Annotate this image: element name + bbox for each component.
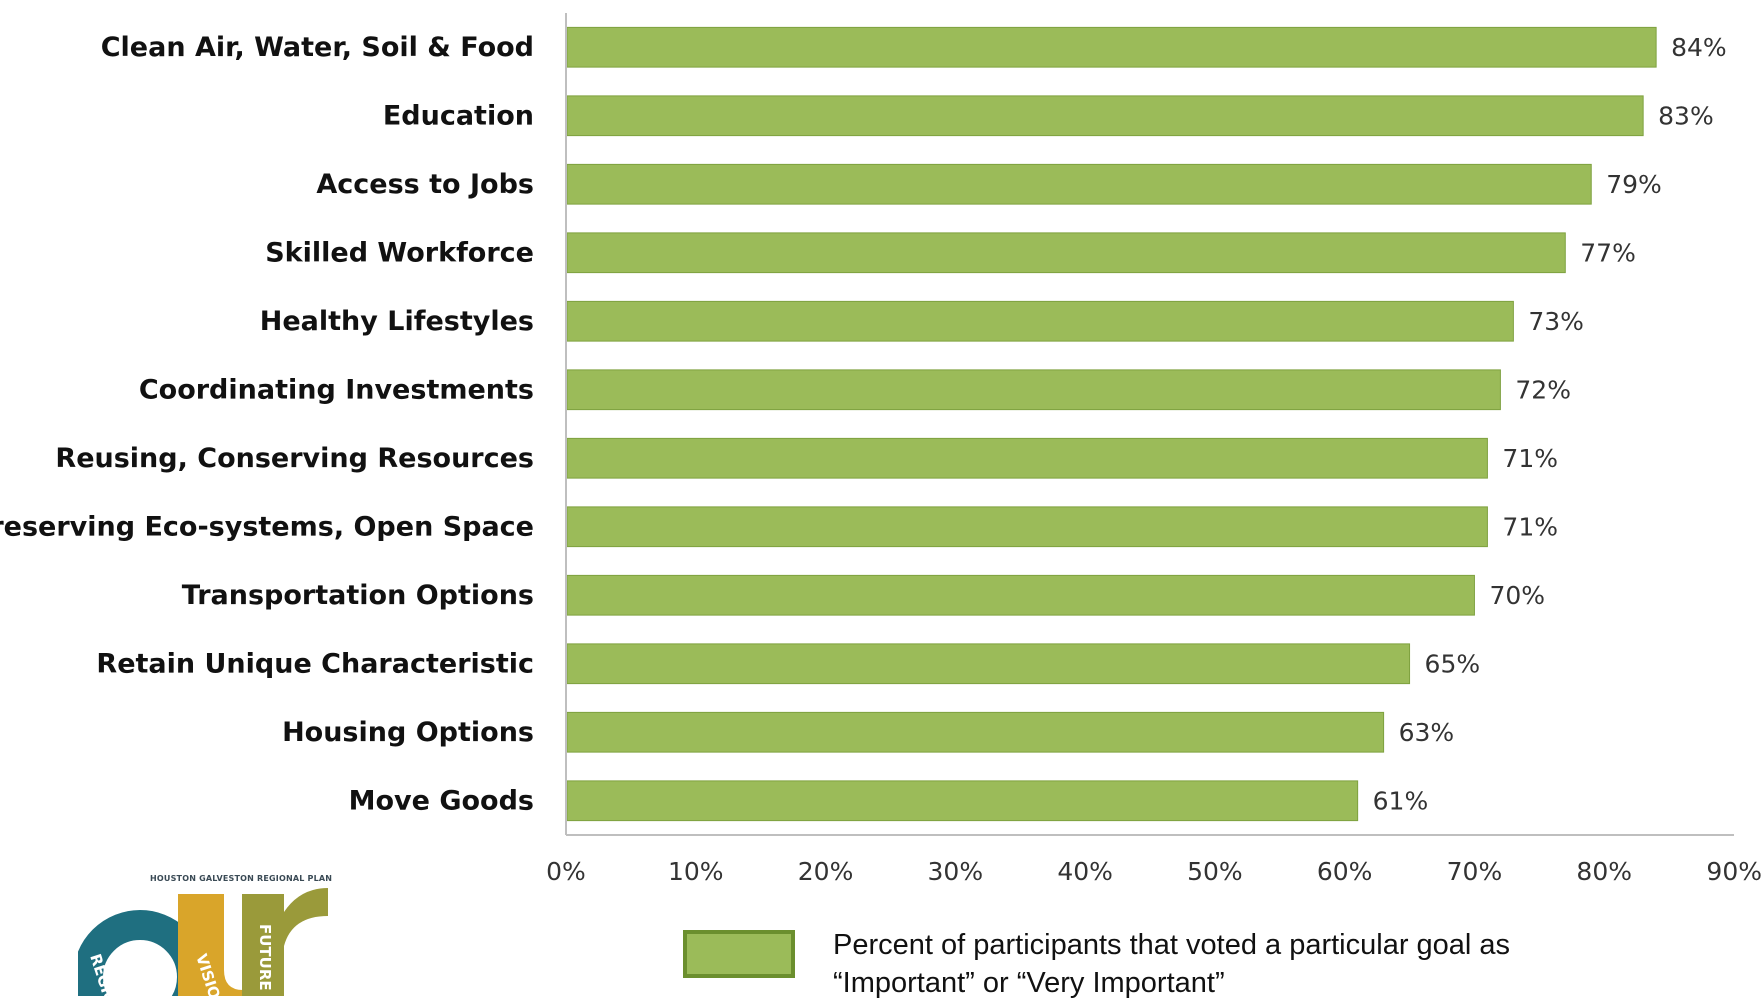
x-tick-labels: 0% 10% 20% 30% 40% 50% 60% 70% 80% 90% [546, 857, 1762, 886]
value-label: 63% [1399, 718, 1455, 747]
category-label: Transportation Options [182, 580, 534, 611]
x-tick-label: 70% [1447, 857, 1503, 886]
logo-graphic: REGION VISION FUTURE [78, 888, 328, 996]
category-label: Housing Options [282, 717, 534, 748]
x-tick-label: 60% [1317, 857, 1373, 886]
x-tick-label: 90% [1706, 857, 1762, 886]
value-label: 72% [1515, 375, 1571, 404]
legend: Percent of participants that voted a par… [683, 926, 1683, 999]
bar [566, 163, 1592, 205]
logo-r-shape [242, 888, 328, 996]
x-tick-label: 20% [798, 857, 854, 886]
bar [566, 95, 1644, 137]
value-label: 65% [1425, 649, 1481, 678]
bar-chart: Clean Air, Water, Soil & Food Education Ac… [0, 13, 1762, 886]
category-label: Move Goods [349, 785, 534, 816]
bar [566, 711, 1385, 753]
value-label: 70% [1489, 581, 1545, 610]
bar [566, 643, 1411, 685]
value-label: 61% [1373, 786, 1429, 815]
bar [566, 300, 1514, 342]
legend-text-line-2: “Important” or “Very Important” [833, 967, 1225, 999]
x-tick-label: 40% [1057, 857, 1113, 886]
bar [566, 369, 1501, 411]
category-label: Healthy Lifestyles [260, 306, 534, 337]
value-label: 79% [1606, 170, 1662, 199]
value-label: 84% [1671, 33, 1727, 62]
value-label: 71% [1502, 512, 1558, 541]
category-label: Coordinating Investments [139, 374, 534, 405]
bar [566, 506, 1488, 548]
x-tick-label: 80% [1576, 857, 1632, 886]
category-label: Skilled Workforce [265, 237, 534, 268]
value-labels: 84% 83% 79% 77% 73% 72% 71% 71% 70% 65% 63% 61% [1373, 33, 1727, 816]
bar [566, 232, 1566, 274]
bars-group [566, 26, 1657, 822]
legend-swatch [683, 930, 795, 978]
bar [566, 437, 1488, 479]
value-label: 71% [1502, 444, 1558, 473]
x-tick-label: 0% [546, 857, 586, 886]
x-tick-label: 30% [928, 857, 984, 886]
category-label: Preserving Eco-systems, Open Space [0, 511, 534, 542]
logo-word-future: FUTURE [256, 924, 274, 991]
category-label: Clean Air, Water, Soil & Food [101, 32, 534, 63]
category-label: Education [383, 100, 534, 131]
value-label: 83% [1658, 101, 1714, 130]
category-label: Retain Unique Characteristic [96, 648, 534, 679]
category-label: Access to Jobs [316, 169, 534, 200]
bar [566, 780, 1359, 822]
bar [566, 26, 1657, 68]
category-label: Reusing, Conserving Resources [55, 443, 534, 474]
legend-text-line-1: Percent of participants that voted a par… [833, 929, 1511, 961]
axes [565, 13, 1734, 836]
x-tick-label: 10% [668, 857, 724, 886]
value-label: 73% [1528, 307, 1584, 336]
value-label: 77% [1580, 238, 1636, 267]
logo-u-shape [178, 894, 284, 996]
logo-header-text: HOUSTON GALVESTON REGIONAL PLAN [150, 874, 333, 883]
bar [566, 574, 1475, 616]
legend-text: Percent of participants that voted a par… [833, 926, 1673, 1002]
our-region-logo: HOUSTON GALVESTON REGIONAL PLAN REGION V… [78, 872, 348, 996]
category-labels: Clean Air, Water, Soil & Food Education Ac… [0, 32, 534, 817]
x-tick-label: 50% [1187, 857, 1243, 886]
